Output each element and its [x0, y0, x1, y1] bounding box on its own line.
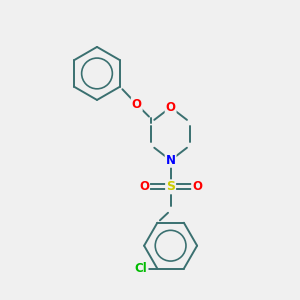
Text: O: O: [192, 180, 202, 193]
Text: O: O: [166, 101, 176, 114]
Text: N: N: [166, 154, 176, 167]
Text: S: S: [166, 180, 175, 193]
Text: Cl: Cl: [135, 262, 148, 275]
Text: O: O: [132, 98, 142, 111]
Text: O: O: [139, 180, 149, 193]
